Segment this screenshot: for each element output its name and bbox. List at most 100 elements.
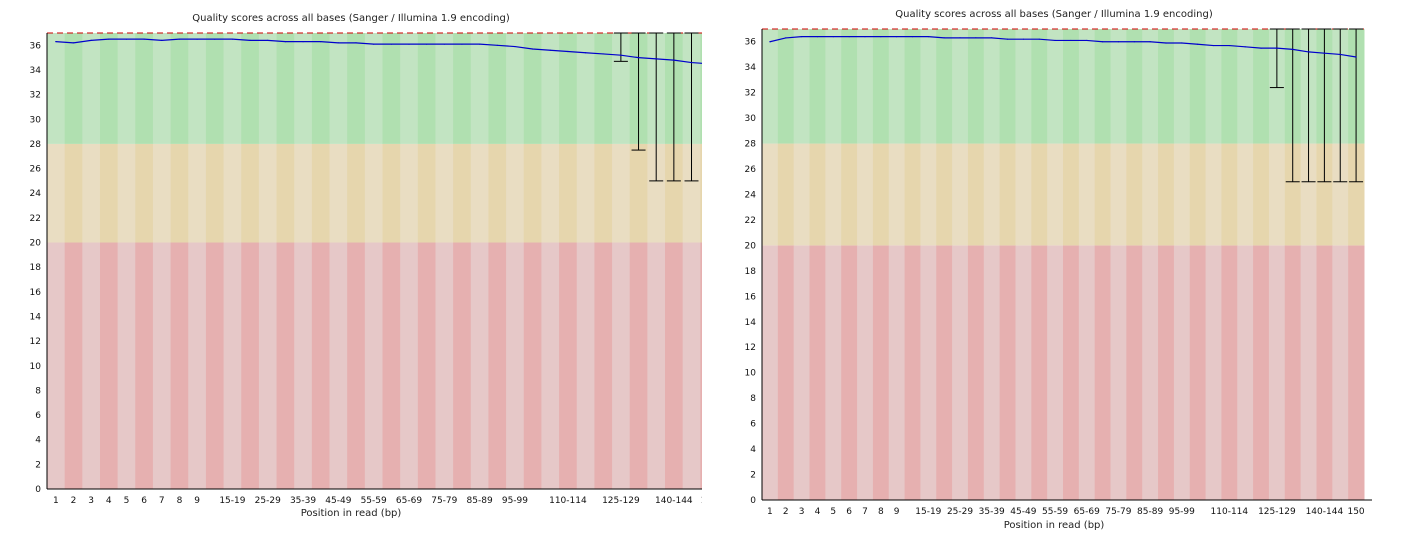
zone-warn-stripe (576, 143, 595, 243)
mean-point (143, 38, 145, 40)
y-tick-label: 8 (35, 386, 41, 396)
mean-point (125, 38, 128, 40)
x-tick-label: 7 (862, 507, 868, 517)
zone-good-stripe (1237, 29, 1254, 144)
mean-point (161, 39, 163, 41)
x-tick-label: 140-144 (655, 496, 693, 506)
mean-point (302, 41, 304, 43)
zone-good-stripe (904, 29, 921, 144)
zone-bad-stripe (825, 245, 842, 500)
zone-bad-stripe (1284, 245, 1302, 500)
mean-point (1038, 38, 1040, 40)
zone-warn-stripe (135, 143, 154, 243)
zone-warn-stripe (276, 143, 295, 243)
mean-point (927, 36, 929, 38)
mean-point (1260, 47, 1262, 49)
zone-bad-stripe (400, 242, 419, 489)
y-tick-label: 36 (745, 38, 757, 48)
zone-warn-stripe (99, 143, 119, 243)
zone-bad-stripe (762, 245, 779, 500)
zone-good-stripe (188, 33, 207, 144)
mean-point (178, 38, 181, 40)
mean-point (426, 43, 428, 45)
mean-point (461, 43, 463, 45)
mean-point (1339, 53, 1341, 56)
zone-bad-stripe (1268, 245, 1286, 500)
zone-warn-stripe (665, 143, 684, 243)
mean-point (337, 42, 339, 44)
zone-bad-stripe (1063, 245, 1080, 500)
mean-point (1165, 42, 1167, 44)
zone-bad-stripe (594, 242, 613, 489)
mean-point (880, 36, 882, 38)
zone-warn-stripe (188, 143, 207, 243)
x-tick-label: 2 (71, 496, 77, 506)
mean-point (1149, 41, 1151, 43)
mean-point (943, 37, 945, 39)
y-tick-label: 26 (745, 165, 757, 175)
zone-warn-stripe (1063, 143, 1080, 246)
zone-bad-stripe (523, 242, 542, 489)
y-tick-label: 16 (30, 288, 42, 298)
zone-warn-stripe (825, 143, 842, 246)
zone-good-stripe (294, 33, 313, 144)
zone-warn-stripe (82, 143, 101, 243)
zone-good-stripe (82, 33, 101, 144)
x-tick-label: 45-49 (325, 496, 351, 506)
y-tick-label: 4 (750, 445, 756, 455)
zone-good-stripe (241, 33, 260, 144)
zone-warn-stripe (117, 143, 136, 243)
zone-bad-stripe (47, 242, 66, 489)
zone-good-stripe (311, 33, 331, 144)
mean-point (355, 42, 357, 44)
zone-warn-stripe (1158, 143, 1175, 246)
x-tick-label: 125-129 (602, 496, 640, 506)
zone-good-stripe (920, 29, 937, 144)
zone-good-stripe (967, 29, 985, 144)
zone-bad-stripe (1031, 245, 1048, 500)
mean-point (108, 38, 110, 40)
mean-point (90, 39, 92, 41)
zone-bad-stripe (1142, 245, 1159, 500)
zone-good-stripe (1142, 29, 1159, 144)
mean-point (991, 37, 993, 39)
mean-point (496, 44, 498, 46)
x-tick-label: 55-59 (361, 496, 387, 506)
y-tick-label: 36 (30, 41, 42, 51)
zone-bad-stripe (1316, 245, 1333, 500)
x-axis-label: Position in read (bp) (1003, 520, 1105, 531)
zone-warn-stripe (258, 143, 278, 243)
zone-warn-stripe (594, 143, 613, 243)
mean-point (602, 53, 604, 55)
x-tick-label: 75-79 (431, 496, 457, 506)
zone-warn-stripe (647, 143, 666, 243)
mean-point (1133, 41, 1135, 43)
mean-point (267, 39, 269, 41)
zone-bad-stripe (777, 245, 795, 500)
zone-warn-stripe (506, 143, 525, 243)
mean-point (655, 58, 657, 60)
y-tick-label: 24 (745, 190, 757, 200)
zone-good-stripe (1173, 29, 1191, 144)
y-tick-label: 6 (35, 411, 41, 421)
zone-good-stripe (825, 29, 842, 144)
y-tick-label: 14 (745, 318, 757, 328)
mean-point (975, 37, 977, 39)
mean-point (249, 39, 251, 41)
x-tick-label: 65-69 (396, 496, 422, 506)
zone-good-stripe (576, 33, 595, 144)
mean-point (55, 41, 57, 43)
zone-warn-stripe (793, 143, 811, 246)
x-tick-label: 125-129 (1258, 507, 1296, 517)
zone-good-stripe (1094, 29, 1112, 144)
zone-warn-stripe (347, 143, 366, 243)
zone-bad-stripe (576, 242, 595, 489)
zone-bad-stripe (612, 242, 631, 489)
mean-point (1228, 44, 1230, 47)
x-tick-label: 25-29 (255, 496, 281, 506)
x-tick-label: 4 (815, 507, 821, 517)
zone-good-stripe (777, 29, 795, 144)
y-tick-label: 20 (745, 241, 757, 251)
zone-bad-stripe (1126, 245, 1143, 500)
y-tick-label: 20 (30, 239, 42, 249)
